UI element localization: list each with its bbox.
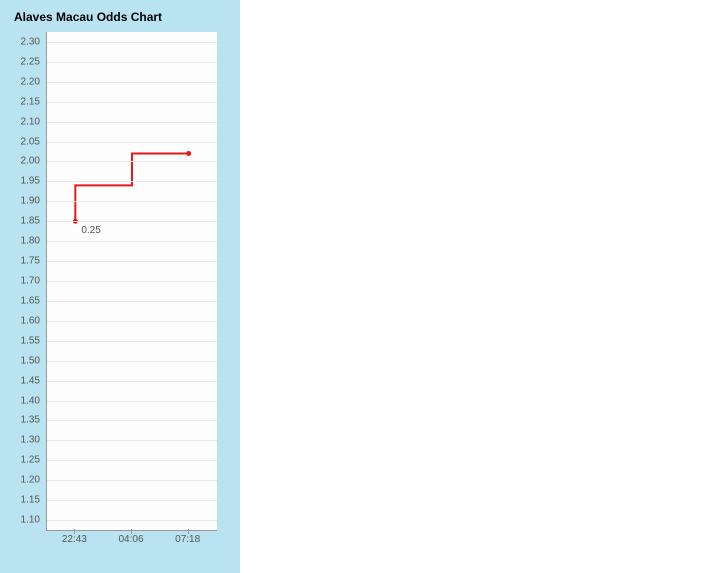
y-tick-label: 1.15	[21, 495, 40, 506]
y-axis: 2.30 2.25 2.20 2.15 2.10 2.05 2.00 1.95 1.90 1.85…	[14, 32, 46, 530]
grid-line	[47, 520, 217, 521]
y-tick-label: 1.20	[21, 475, 40, 486]
grid-line	[47, 122, 217, 123]
grid-line	[47, 181, 217, 182]
point-label: 0.25	[81, 225, 100, 236]
y-tick-label: 2.10	[21, 116, 40, 127]
x-tick-mark	[74, 529, 75, 534]
grid-line	[47, 361, 217, 362]
y-tick-label: 2.05	[21, 136, 40, 147]
grid-line	[47, 321, 217, 322]
y-tick-label: 2.00	[21, 156, 40, 167]
grid-line	[47, 480, 217, 481]
y-tick-label: 2.30	[21, 36, 40, 47]
y-tick-label: 1.45	[21, 375, 40, 386]
y-tick-label: 2.20	[21, 76, 40, 87]
y-tick-label: 1.85	[21, 216, 40, 227]
y-tick-label: 1.70	[21, 276, 40, 287]
grid-line	[47, 460, 217, 461]
data-marker	[186, 151, 191, 156]
y-tick-label: 1.75	[21, 256, 40, 267]
y-tick-label: 2.15	[21, 96, 40, 107]
grid-line	[47, 102, 217, 103]
grid-line	[47, 241, 217, 242]
chart-panel: Alaves Macau Odds Chart 2.30 2.25 2.20 2.15…	[0, 0, 240, 573]
grid-line	[47, 221, 217, 222]
y-tick-label: 2.25	[21, 56, 40, 67]
grid-line	[47, 401, 217, 402]
y-tick-label: 1.55	[21, 335, 40, 346]
grid-line	[47, 420, 217, 421]
plot-area: 0.25	[46, 32, 217, 531]
grid-line	[47, 62, 217, 63]
y-tick-label: 1.90	[21, 196, 40, 207]
y-tick-label: 1.80	[21, 236, 40, 247]
chart-container: 2.30 2.25 2.20 2.15 2.10 2.05 2.00 1.95 1.90 1.85…	[14, 32, 216, 555]
chart-title: Alaves Macau Odds Chart	[14, 10, 230, 24]
y-tick-label: 1.95	[21, 176, 40, 187]
grid-line	[47, 301, 217, 302]
grid-line	[47, 261, 217, 262]
y-tick-label: 1.30	[21, 435, 40, 446]
grid-line	[47, 201, 217, 202]
y-tick-label: 1.35	[21, 415, 40, 426]
y-tick-label: 1.50	[21, 355, 40, 366]
x-tick-label: 07:18	[175, 534, 200, 545]
x-tick-label: 22:43	[62, 534, 87, 545]
grid-line	[47, 281, 217, 282]
grid-line	[47, 82, 217, 83]
grid-line	[47, 142, 217, 143]
grid-line	[47, 381, 217, 382]
grid-line	[47, 42, 217, 43]
y-tick-label: 1.65	[21, 295, 40, 306]
grid-line	[47, 440, 217, 441]
x-axis: 22:43 04:06 07:18	[46, 534, 216, 554]
x-tick-label: 04:06	[118, 534, 143, 545]
y-tick-label: 1.60	[21, 315, 40, 326]
y-tick-label: 1.10	[21, 515, 40, 526]
x-tick-mark	[188, 529, 189, 534]
y-tick-label: 1.25	[21, 455, 40, 466]
y-tick-label: 1.40	[21, 395, 40, 406]
grid-line	[47, 161, 217, 162]
grid-line	[47, 341, 217, 342]
x-tick-mark	[131, 529, 132, 534]
odds-line	[75, 154, 188, 222]
grid-line	[47, 500, 217, 501]
